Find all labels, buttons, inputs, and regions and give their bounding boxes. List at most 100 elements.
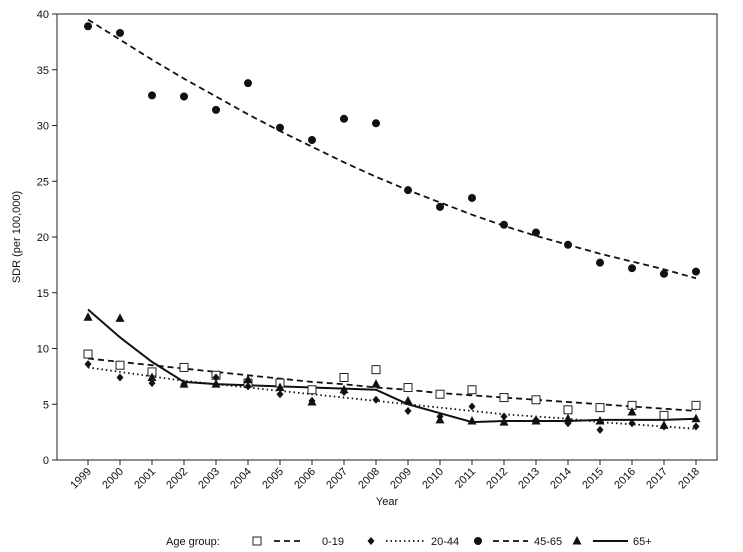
point-65+ [627, 407, 637, 416]
point-45-65 [308, 135, 316, 144]
x-tick-label: 2001 [132, 466, 158, 492]
point-65+ [307, 397, 317, 406]
point-0-19 [115, 360, 125, 370]
point-20-44 [116, 373, 124, 382]
point-20-44 [276, 390, 284, 399]
trend-line-65+ [87, 308, 697, 424]
x-tick-label: 1999 [68, 466, 94, 492]
point-65+ [339, 384, 349, 394]
y-tick-label: 20 [37, 232, 49, 244]
y-tick-label: 5 [43, 399, 49, 411]
point-20-44 [212, 373, 220, 382]
point-20-44 [404, 406, 412, 415]
point-65+ [403, 395, 413, 405]
point-0-19 [179, 362, 189, 372]
point-45-65 [212, 105, 220, 114]
x-axis-title: Year [376, 496, 399, 508]
trend-line-20-44 [87, 366, 697, 430]
y-tick-label: 10 [37, 344, 49, 356]
point-45-65 [180, 92, 188, 101]
x-tick-label: 2000 [100, 466, 126, 492]
point-0-19 [403, 383, 413, 393]
trend-line-45-65 [87, 18, 697, 280]
x-tick-label: 2005 [260, 466, 286, 492]
point-20-44 [628, 419, 636, 428]
point-45-65 [532, 228, 540, 237]
point-65+ [147, 372, 157, 381]
point-45-65 [628, 264, 636, 273]
point-45-65 [340, 114, 348, 123]
point-45-65 [564, 240, 572, 249]
x-tick-label: 2012 [484, 466, 510, 492]
point-65+ [243, 374, 253, 384]
x-tick-label: 2006 [292, 466, 318, 492]
legend-marker-65+ [572, 536, 582, 545]
legend-marker-20-44 [367, 537, 375, 545]
point-45-65 [84, 22, 92, 31]
x-tick-label: 2017 [644, 466, 670, 492]
point-45-65 [436, 202, 444, 211]
point-20-44 [692, 422, 700, 431]
point-20-44 [372, 395, 380, 404]
point-65+ [179, 379, 189, 388]
point-45-65 [692, 267, 700, 276]
legend-marker-0-19 [252, 536, 262, 546]
point-0-19 [659, 410, 669, 420]
point-45-65 [404, 186, 412, 195]
point-45-65 [500, 220, 508, 229]
point-65+ [211, 379, 221, 388]
y-tick-label: 25 [37, 176, 49, 188]
point-65+ [659, 420, 669, 429]
point-65+ [531, 415, 541, 425]
point-65+ [115, 313, 125, 322]
point-65+ [275, 382, 285, 392]
x-tick-label: 2014 [548, 466, 574, 492]
point-65+ [563, 413, 573, 423]
point-65+ [499, 417, 509, 426]
point-20-44 [468, 402, 476, 411]
point-0-19 [691, 400, 701, 410]
point-0-19 [307, 385, 317, 395]
x-tick-label: 2004 [228, 466, 254, 492]
y-tick-label: 15 [37, 288, 49, 300]
point-0-19 [467, 385, 477, 395]
y-tick-label: 30 [37, 121, 49, 133]
trend-line-0-19 [87, 357, 697, 412]
y-tick-label: 35 [37, 65, 49, 77]
point-0-19 [371, 365, 381, 375]
point-0-19 [83, 349, 93, 359]
point-45-65 [148, 91, 156, 100]
point-20-44 [500, 412, 508, 421]
point-65+ [467, 415, 477, 425]
legend: Age group: 0-19 20-44 45-65 65+ [166, 536, 652, 548]
legend-label-65+: 65+ [633, 536, 652, 548]
legend-label-20-44: 20-44 [431, 536, 459, 548]
x-tick-label: 2008 [356, 466, 382, 492]
point-65+ [435, 414, 445, 424]
x-tick-label: 2007 [324, 466, 350, 492]
point-20-44 [596, 425, 604, 434]
x-tick-label: 2010 [420, 466, 446, 492]
y-axis-title: SDR (per 100,000) [11, 191, 23, 283]
y-tick-label: 0 [43, 455, 49, 467]
point-0-19 [339, 372, 349, 382]
point-45-65 [372, 119, 380, 128]
point-20-44 [84, 360, 92, 369]
point-0-19 [435, 389, 445, 399]
point-0-19 [531, 395, 541, 405]
point-0-19 [499, 393, 509, 403]
x-tick-label: 2002 [164, 466, 190, 492]
trend-lines [87, 18, 697, 430]
x-tick-label: 2011 [453, 466, 478, 491]
point-45-65 [596, 258, 604, 267]
point-65+ [83, 312, 93, 321]
data-markers [83, 22, 701, 434]
point-20-44 [244, 382, 252, 391]
point-45-65 [468, 193, 476, 202]
legend-label-0-19: 0-19 [322, 536, 344, 548]
point-65+ [371, 379, 381, 388]
point-65+ [691, 413, 701, 423]
x-axis: 1999 2000 2001 2002 2003 2004 2005 2006 2007 2008… [68, 460, 702, 491]
x-tick-label: 2003 [196, 466, 222, 492]
